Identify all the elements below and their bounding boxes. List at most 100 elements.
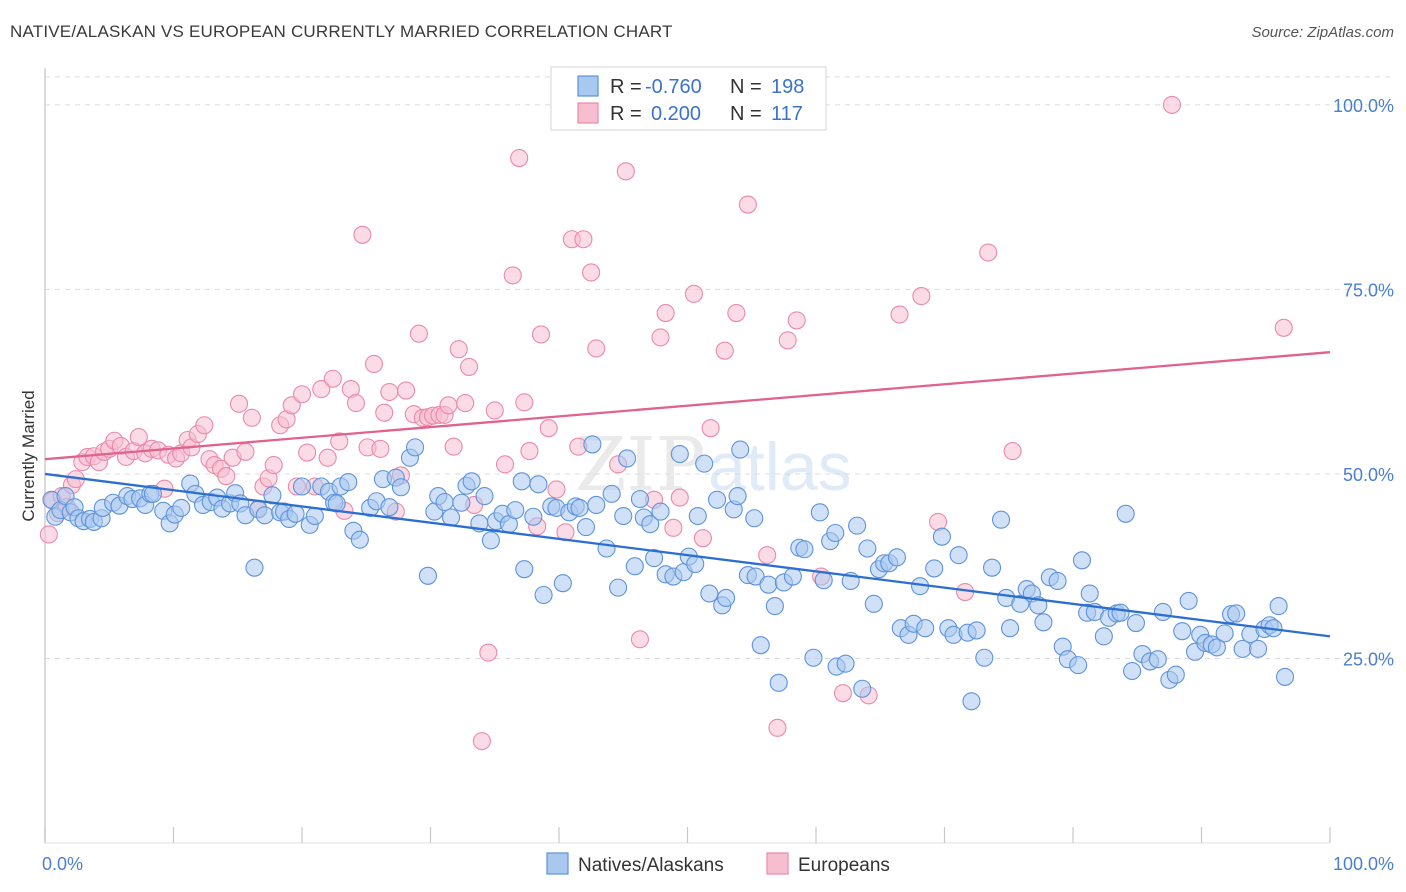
- europeans-point-86: [531, 325, 551, 344]
- y-axis-label: Currently Married: [19, 390, 38, 521]
- natives-point-156: [975, 648, 994, 667]
- natives-point-60: [406, 438, 425, 457]
- natives-point-76: [512, 472, 531, 491]
- natives-point-178: [1111, 603, 1130, 622]
- natives-point-126: [795, 540, 814, 559]
- europeans-point-43: [282, 396, 301, 415]
- europeans-point-48: [312, 380, 331, 399]
- europeans-point-82: [510, 148, 529, 168]
- natives-point-124: [783, 567, 802, 586]
- trendlines: [44, 351, 1331, 638]
- natives-point-171: [1072, 551, 1092, 570]
- europeans-point-49: [318, 448, 337, 467]
- natives-point-90: [597, 539, 616, 558]
- y-tick-label-25: 25.0%: [1343, 649, 1394, 669]
- natives-point-52: [350, 530, 369, 549]
- natives-point-129: [814, 571, 833, 590]
- natives-point-71: [481, 531, 500, 550]
- europeans-point-102: [664, 518, 683, 537]
- natives-point-91: [602, 484, 621, 503]
- natives-point-42: [292, 477, 312, 496]
- natives-point-92: [609, 578, 628, 597]
- legend-bottom-blue-label: Natives/Alaskans: [578, 855, 724, 876]
- y-tick-label-100: 100.0%: [1333, 96, 1394, 116]
- natives-point-99: [645, 549, 664, 568]
- legend-bottom-pink-swatch: [766, 852, 789, 875]
- europeans-point-60: [380, 382, 399, 402]
- natives-point-181: [1126, 613, 1146, 633]
- natives-point-96: [630, 489, 650, 509]
- europeans-point-113: [787, 311, 806, 330]
- natives-point-103: [670, 444, 689, 464]
- natives-point-79: [529, 475, 548, 494]
- natives-point-155: [967, 621, 986, 640]
- legend-blue-swatch: [577, 75, 599, 97]
- natives-point-114: [728, 487, 747, 506]
- natives-point-167: [1048, 571, 1067, 591]
- europeans-point-0: [39, 525, 58, 544]
- legend-pink-n-value: 117: [771, 103, 803, 125]
- natives-point-88: [583, 435, 602, 454]
- natives-point-127: [804, 648, 823, 667]
- europeans-point-87: [539, 419, 558, 438]
- natives-point-157: [982, 558, 1002, 577]
- europeans-point-63: [397, 381, 416, 400]
- europeans-point-80: [495, 455, 515, 474]
- y-tick-label-75: 75.0%: [1343, 280, 1394, 300]
- natives-point-56: [380, 498, 399, 517]
- natives-point-175: [1094, 627, 1113, 646]
- europeans-point-124: [1274, 318, 1293, 337]
- legend-pink-r-label: R =: [610, 103, 642, 125]
- natives-point-70: [475, 487, 494, 506]
- natives-point-138: [864, 594, 883, 613]
- europeans-point-78: [479, 643, 498, 662]
- natives-point-36: [255, 506, 274, 525]
- natives-point-109: [700, 584, 719, 603]
- natives-point-48: [327, 494, 346, 513]
- natives-point-100: [651, 502, 670, 521]
- europeans-point-110: [758, 546, 777, 565]
- natives-point-152: [949, 546, 968, 565]
- natives-point-148: [925, 559, 944, 578]
- legend-pink-n-label: N =: [730, 103, 762, 125]
- natives-trendline: [44, 472, 1331, 638]
- legend-top: R = -0.760 N = 198 R = 0.200 N = 117: [550, 66, 827, 131]
- natives-point-86: [570, 498, 589, 517]
- europeans-point-105: [693, 529, 712, 548]
- natives-point-120: [759, 575, 778, 594]
- europeans-point-79: [485, 401, 504, 420]
- natives-point-93: [614, 506, 633, 526]
- natives-point-195: [1215, 624, 1234, 643]
- legend-blue-r-value: -0.760: [645, 76, 702, 98]
- europeans-point-119: [929, 512, 948, 531]
- natives-point-89: [587, 495, 606, 515]
- natives-point-160: [1000, 619, 1020, 638]
- europeans-point-45: [292, 385, 312, 404]
- natives-point-170: [1069, 656, 1088, 675]
- natives-point-147: [916, 619, 935, 638]
- natives-point-205: [1275, 667, 1295, 686]
- natives-point-173: [1080, 584, 1099, 603]
- natives-point-58: [391, 478, 410, 497]
- natives-point-44: [305, 506, 324, 526]
- natives-point-87: [576, 518, 596, 537]
- legend-bottom-pink-label: Europeans: [798, 855, 890, 876]
- europeans-point-17: [129, 427, 148, 447]
- natives-point-19: [143, 484, 162, 503]
- natives-point-185: [1153, 602, 1172, 622]
- natives-point-184: [1148, 650, 1167, 669]
- x-ticks: [44, 827, 1331, 843]
- europeans-point-94: [587, 339, 606, 358]
- europeans-point-104: [684, 284, 703, 303]
- natives-point-187: [1166, 665, 1185, 684]
- natives-point-204: [1269, 597, 1288, 616]
- natives-point-136: [853, 679, 872, 698]
- natives-point-64: [435, 492, 454, 512]
- natives-point-117: [745, 509, 764, 528]
- natives-point-179: [1116, 504, 1135, 523]
- europeans-point-101: [656, 303, 675, 323]
- europeans-point-32: [217, 467, 236, 486]
- europeans-point-71: [439, 396, 458, 415]
- natives-point-119: [751, 636, 770, 655]
